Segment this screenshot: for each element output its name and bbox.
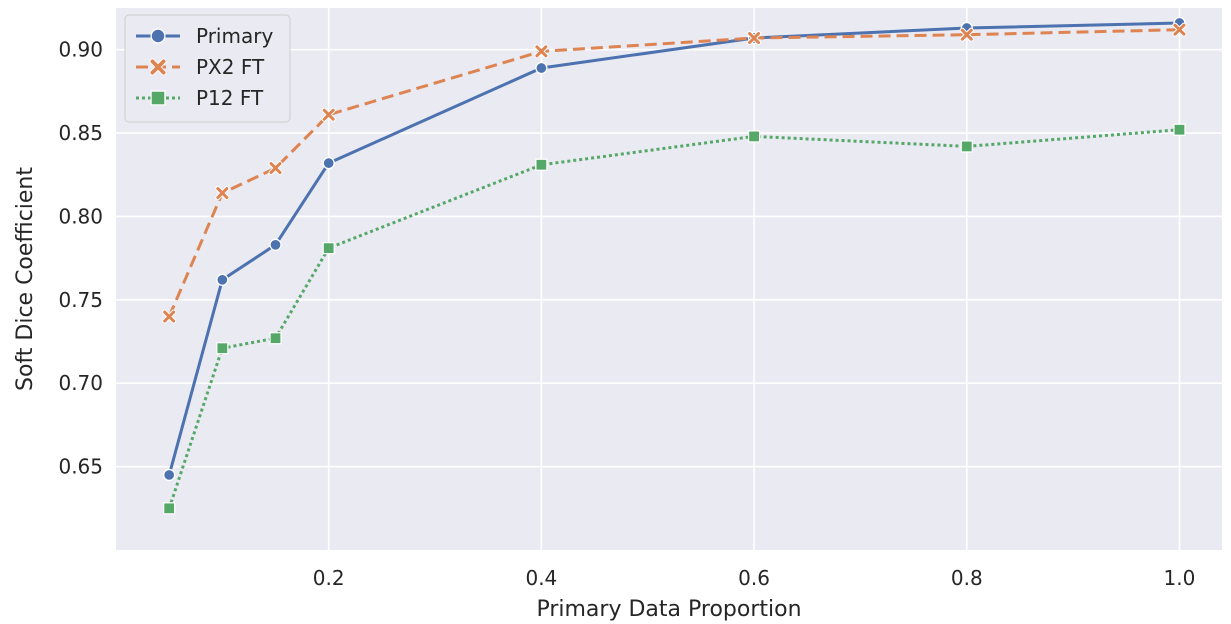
x-axis-ticks: 0.2 0.4 0.6 0.8 1.0 <box>313 566 1196 590</box>
data-point <box>269 238 282 251</box>
x-axis-label: Primary Data Proportion <box>536 597 801 622</box>
data-point <box>960 140 973 153</box>
x-tick-label: 1.0 <box>1164 566 1196 590</box>
legend-box <box>124 14 291 123</box>
y-axis-ticks: 0.65 0.70 0.75 0.80 0.85 0.90 <box>58 38 103 479</box>
data-point <box>163 468 176 482</box>
data-point <box>268 161 283 176</box>
data-point <box>535 61 548 75</box>
legend-label: P12 FT <box>196 86 264 110</box>
series-line <box>167 21 1180 476</box>
data-point <box>322 156 335 170</box>
data-point <box>1173 123 1186 136</box>
data-point <box>959 27 974 42</box>
data-point <box>1172 22 1187 37</box>
y-tick-label: 0.65 <box>58 455 103 479</box>
legend-marker <box>149 58 167 76</box>
legend-label: PX2 FT <box>196 55 265 79</box>
y-tick-label: 0.80 <box>58 204 103 228</box>
y-axis-label: Soft Dice Coefficient <box>13 167 38 391</box>
data-point <box>534 44 549 59</box>
grid <box>116 8 1222 550</box>
legend-label: Primary <box>196 24 273 48</box>
x-tick-label: 0.6 <box>738 566 770 590</box>
data-point <box>269 332 282 345</box>
plot-area <box>116 8 1222 550</box>
data-point <box>321 107 336 122</box>
data-point <box>215 186 230 201</box>
x-tick-label: 0.8 <box>951 566 983 590</box>
legend: Primary PX2 FT P12 FT <box>124 14 291 123</box>
legend-marker <box>150 90 166 106</box>
y-tick-label: 0.75 <box>58 288 103 312</box>
data-point <box>163 502 176 515</box>
series-line <box>167 28 1180 318</box>
data-point <box>162 309 177 324</box>
legend-marker <box>150 28 166 44</box>
series <box>162 16 1187 515</box>
data-point <box>216 342 229 355</box>
data-point <box>747 130 761 143</box>
series-px2-ft <box>162 22 1187 324</box>
data-point <box>535 158 548 171</box>
x-tick-label: 0.2 <box>313 566 345 590</box>
y-tick-label: 0.70 <box>58 371 103 395</box>
data-point <box>322 242 335 255</box>
x-tick-label: 0.4 <box>525 566 557 590</box>
data-point <box>216 273 229 286</box>
y-tick-label: 0.85 <box>58 121 103 145</box>
series-p12-ft <box>163 123 1186 515</box>
y-tick-label: 0.90 <box>58 38 103 62</box>
data-point <box>747 31 762 46</box>
